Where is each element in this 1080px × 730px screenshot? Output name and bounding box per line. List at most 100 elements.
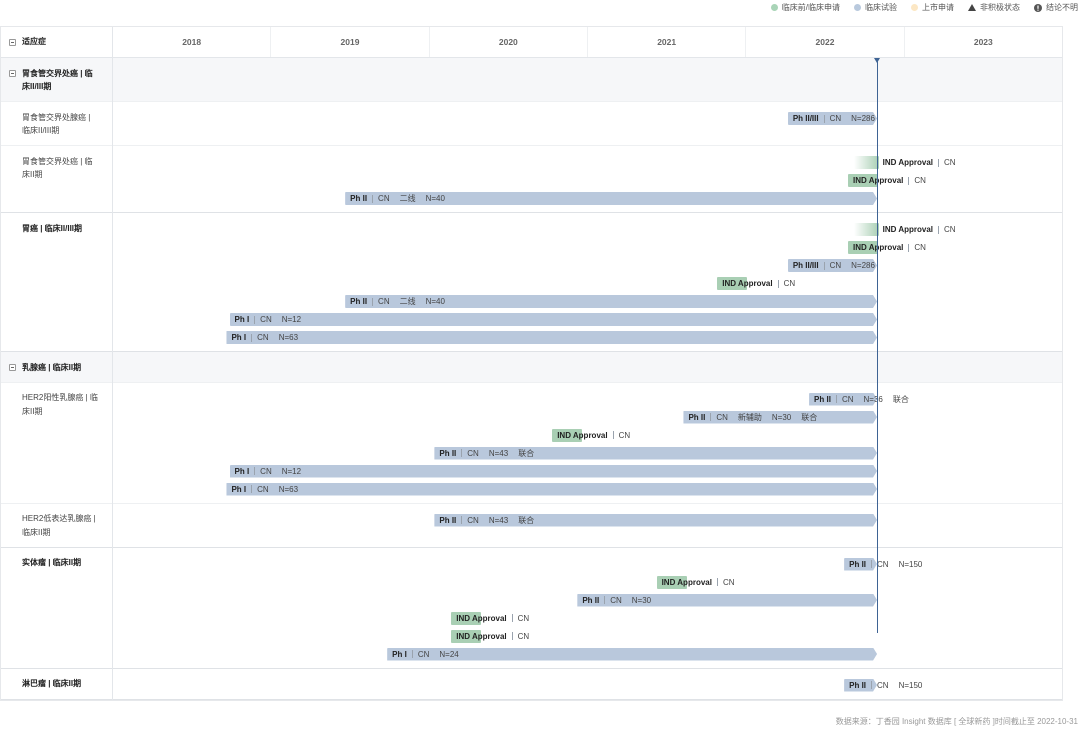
region-label: CN [944, 225, 956, 234]
ind-approval-marker[interactable]: IND Approval CN [853, 156, 956, 169]
separator [716, 578, 718, 586]
detail-label: N=36 [863, 394, 883, 404]
timeline-cell [113, 352, 1062, 383]
separator [254, 315, 256, 324]
separator [461, 449, 463, 457]
trial-bar-fill [345, 295, 877, 308]
region-label: CN [260, 315, 272, 324]
separator [777, 279, 779, 288]
detail-label: N=40 [425, 297, 445, 306]
region-label: CN [257, 484, 269, 494]
legend-label: 临床试验 [865, 3, 897, 12]
phase-label: Ph II [849, 680, 867, 690]
detail-label: N=43 [488, 515, 509, 525]
region-label: CN [467, 515, 479, 525]
region-label: CN [257, 333, 269, 342]
detail-label: N=63 [278, 333, 299, 342]
region-label: CN [378, 297, 390, 306]
ind-approval-marker[interactable]: IND Approval CN [717, 277, 795, 290]
today-marker-line [874, 58, 881, 633]
region-label: CN [914, 176, 926, 185]
detail-label: N=30 [771, 412, 792, 422]
trial-bar[interactable]: Ph II/III CN N=286 [788, 112, 877, 125]
indication-cell: 胃食管交界处癌 | 临床II/III期 [1, 58, 113, 102]
indication-header: 适应症 [1, 27, 113, 57]
trial-bar[interactable]: Ph II CN N=36 联合 [809, 393, 909, 406]
legend-label: 结论不明 [1046, 3, 1078, 12]
ind-approval-marker[interactable]: IND Approval CN [848, 241, 926, 254]
legend-item-inactive[interactable]: 非积极状态 [968, 2, 1020, 13]
legend-label: 临床前/临床申请 [781, 3, 840, 12]
year-header-2018: 2018 [182, 37, 202, 47]
trial-bar[interactable]: Ph I CN N=63 [226, 483, 877, 496]
legend-item-market-application[interactable]: 上市申请 [911, 2, 954, 13]
phase-label: IND Approval [456, 631, 507, 641]
separator [251, 333, 253, 342]
ind-approval-marker[interactable]: IND Approval CN [853, 223, 956, 236]
trial-bar[interactable]: Ph II CN N=43 联合 [434, 514, 877, 527]
ind-marker-fill [848, 241, 879, 254]
trial-bar[interactable]: Ph I CN N=12 [230, 465, 878, 478]
legend-item-inconclusive[interactable]: 结论不明 [1034, 2, 1078, 13]
trial-bar[interactable]: Ph I CN N=24 [387, 648, 877, 661]
region-label: CN [378, 194, 390, 203]
ind-approval-marker[interactable]: IND Approval CN [552, 428, 630, 442]
timeline-cell: IND Approval CN IND Approval CN Ph II/III CN N… [113, 213, 1062, 352]
collapse-all-icon[interactable] [9, 39, 16, 46]
year-axis: 2018 2019 2020 2021 2022 2023 [113, 27, 1062, 57]
separator [835, 395, 837, 403]
bar-label: Ph II CN 二线 N=40 [350, 192, 445, 205]
trial-bar[interactable]: Ph II CN 二线 N=40 [345, 192, 877, 205]
trial-bar[interactable]: Ph II CN N=150 [844, 679, 922, 692]
legend-dot-icon [911, 4, 918, 11]
bar-label: Ph II/III CN N=286 [793, 112, 875, 125]
region-label: CN [260, 466, 272, 476]
trial-bar[interactable]: Ph II CN 二线 N=40 [345, 295, 877, 308]
bar-label: Ph I CN N=63 [231, 483, 298, 496]
detail-label: 二线 [399, 297, 416, 306]
indication-row: 胃食管交界处癌 | 临床II期 IND Approval CN IND Approva… [1, 146, 1062, 213]
indication-label: HER2低表达乳腺癌 | 临床II期 [22, 514, 96, 537]
bar-label: IND Approval CN [456, 612, 529, 625]
trial-bar[interactable]: Ph II CN N=150 [844, 558, 922, 571]
separator [938, 225, 940, 234]
trial-bar[interactable]: Ph II/III CN N=286 [788, 259, 877, 272]
trial-bar[interactable]: Ph II CN N=43 联合 [434, 447, 877, 460]
separator [511, 632, 513, 640]
phase-label: Ph II/III [792, 114, 819, 123]
phase-label: Ph II [350, 297, 368, 306]
ind-approval-marker[interactable]: IND Approval CN [451, 629, 529, 643]
trial-bar-fill [226, 331, 877, 344]
region-label: CN [618, 430, 631, 440]
bar-label: Ph II CN N=150 [849, 558, 922, 571]
legend-dot-icon [770, 4, 778, 11]
trial-bar[interactable]: Ph I CN N=12 [230, 313, 878, 326]
collapse-icon[interactable] [9, 364, 16, 371]
ind-approval-marker[interactable]: IND Approval CN [656, 575, 735, 589]
collapse-icon[interactable] [9, 70, 16, 77]
trial-bar[interactable]: Ph I CN N=63 [226, 331, 877, 344]
legend-label: 非积极状态 [980, 3, 1020, 12]
separator [908, 243, 910, 252]
region-label: CN [877, 559, 889, 569]
legend-item-clinical-trial[interactable]: 临床试验 [854, 2, 897, 13]
year-header-2023: 2023 [903, 27, 1062, 57]
phase-label: Ph II [439, 448, 457, 458]
trial-bar[interactable]: Ph II CN N=30 [577, 594, 877, 607]
region-label: CN [467, 448, 479, 458]
detail-label: N=24 [439, 649, 459, 659]
indication-label: 胃食管交界处癌 | 临床II期 [22, 156, 93, 180]
trial-bar-fill [844, 679, 877, 692]
trial-bar[interactable]: Ph II CN 新辅助 N=30 联合 [683, 411, 877, 424]
ind-approval-marker[interactable]: IND Approval CN [848, 174, 926, 187]
separator [710, 413, 712, 421]
bar-label: Ph I CN N=12 [235, 313, 302, 326]
legend-item-preclinical[interactable]: 临床前/临床申请 [770, 2, 840, 13]
trial-bar-fill [683, 411, 877, 424]
bar-label: Ph I CN N=24 [392, 648, 459, 661]
ind-approval-marker[interactable]: IND Approval CN [451, 611, 529, 625]
bar-label: Ph II/III CN N=286 [793, 259, 875, 272]
region-label: CN [829, 261, 842, 270]
detail-label: N=286 [851, 261, 875, 270]
detail-label: 联合 [518, 515, 535, 525]
